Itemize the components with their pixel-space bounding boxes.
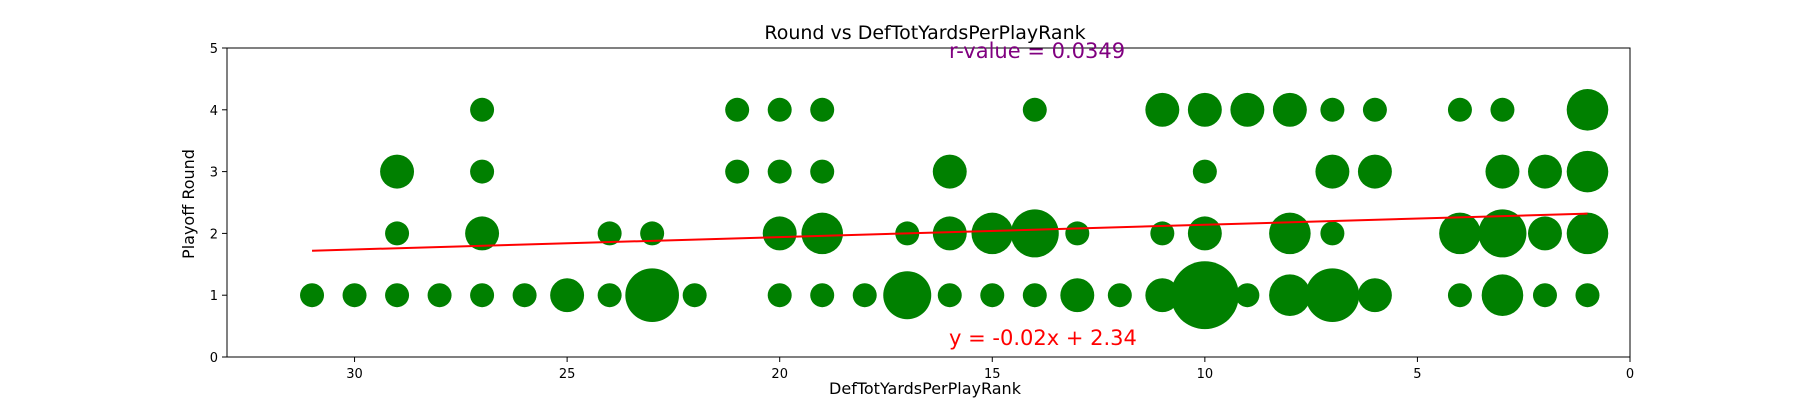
data-point (1315, 154, 1350, 189)
data-point (1269, 212, 1311, 255)
data-point (801, 212, 843, 255)
y-axis-ticks: 0 1 2 3 4 5 (210, 42, 227, 366)
r-value-annotation: r-value = 0.0349 (949, 39, 1125, 63)
data-point (1357, 278, 1392, 313)
data-point (725, 97, 750, 122)
x-tick-label: 30 (346, 367, 363, 382)
equation-annotation: y = -0.02x + 2.34 (949, 326, 1137, 350)
data-point (1010, 209, 1059, 258)
data-point (625, 268, 679, 323)
data-point (1060, 278, 1095, 313)
data-point (1305, 268, 1360, 323)
x-tick-label: 20 (771, 367, 788, 382)
data-point (971, 212, 1014, 255)
data-point (767, 97, 792, 122)
data-point (1575, 283, 1600, 308)
data-point (1485, 154, 1520, 189)
data-point (1566, 89, 1609, 131)
data-point (465, 216, 500, 251)
data-point (1230, 92, 1265, 127)
data-point (762, 216, 797, 251)
data-point (1447, 97, 1472, 122)
data-point (597, 283, 622, 308)
data-point (470, 159, 495, 184)
data-point (1022, 97, 1047, 122)
data-point (512, 283, 537, 308)
markers-layer (300, 89, 1609, 330)
x-tick-label: 0 (1626, 367, 1634, 382)
data-point (682, 283, 707, 308)
data-point (550, 278, 585, 313)
data-point (470, 97, 495, 122)
data-point (1527, 154, 1562, 189)
data-point (300, 283, 325, 308)
data-point (883, 271, 932, 320)
x-tick-label: 25 (559, 367, 576, 382)
data-point (1490, 97, 1515, 122)
trend-line (312, 212, 1588, 252)
data-point (1145, 92, 1180, 127)
y-tick-label: 2 (210, 227, 218, 242)
data-point (1357, 154, 1392, 189)
data-point (937, 283, 962, 308)
data-point (1192, 159, 1217, 184)
data-point (1269, 274, 1311, 316)
data-point (1439, 212, 1481, 255)
data-point (640, 221, 665, 246)
data-point (1532, 283, 1557, 308)
y-tick-label: 5 (210, 42, 218, 57)
data-point (1320, 221, 1345, 246)
data-point (810, 159, 835, 184)
data-point (932, 216, 967, 251)
chart-title: Round vs DefTotYardsPerPlayRank (764, 22, 1085, 44)
data-point (597, 221, 622, 246)
data-point (1272, 92, 1307, 127)
y-tick-label: 1 (210, 289, 218, 304)
y-tick-label: 3 (210, 166, 218, 181)
data-point (1145, 278, 1180, 313)
data-point (1107, 283, 1132, 308)
y-tick-label: 0 (210, 351, 218, 366)
data-point (1362, 97, 1387, 122)
data-point (1320, 97, 1345, 122)
data-point (852, 283, 877, 308)
data-point (767, 283, 792, 308)
data-point (810, 97, 835, 122)
data-point (1235, 283, 1260, 308)
y-tick-label: 4 (210, 104, 218, 119)
data-point (427, 283, 452, 308)
data-point (1447, 283, 1472, 308)
x-tick-label: 5 (1413, 367, 1421, 382)
x-axis-ticks: 30 25 20 15 10 5 0 (346, 357, 1634, 382)
data-point (810, 283, 835, 308)
data-point (1065, 221, 1090, 246)
data-point (1187, 216, 1222, 251)
data-point (385, 283, 410, 308)
x-tick-label: 15 (984, 367, 1001, 382)
data-point (932, 154, 967, 189)
x-tick-label: 10 (1197, 367, 1214, 382)
data-point (470, 283, 495, 308)
data-point (1478, 209, 1527, 258)
data-point (1150, 221, 1175, 246)
data-point (767, 159, 792, 184)
data-point (725, 159, 750, 184)
data-point (1022, 283, 1047, 308)
data-point (1187, 92, 1222, 127)
data-point (380, 154, 415, 189)
data-point (1566, 150, 1609, 193)
plot-frame (226, 47, 1631, 358)
data-point (1566, 212, 1609, 255)
data-point (1527, 216, 1562, 251)
data-point (980, 283, 1005, 308)
data-point (1481, 274, 1524, 316)
x-axis-label: DefTotYardsPerPlayRank (829, 379, 1022, 398)
data-point (342, 283, 367, 308)
y-axis-label: Playoff Round (179, 149, 198, 259)
data-point (1170, 261, 1239, 330)
data-point (385, 221, 410, 246)
